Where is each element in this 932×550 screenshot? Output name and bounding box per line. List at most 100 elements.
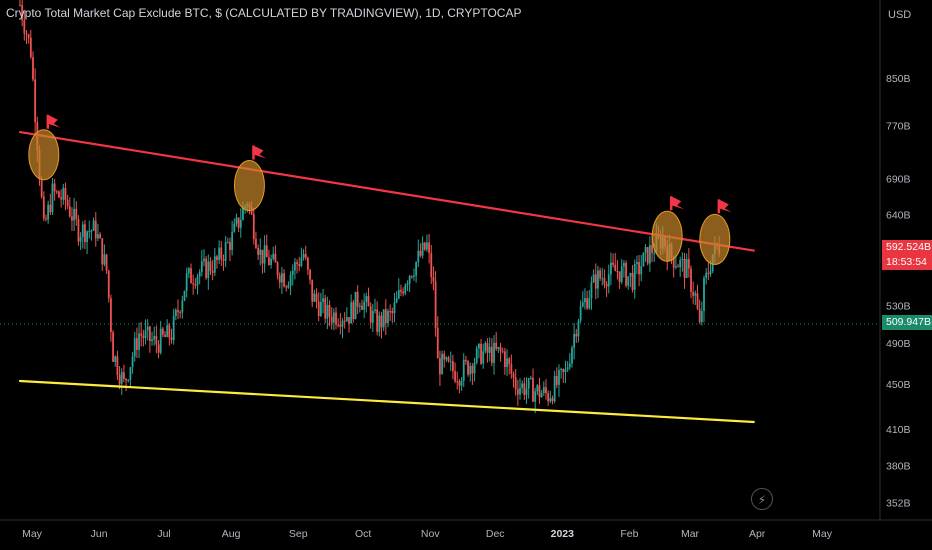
resistance-trendline[interactable] bbox=[18, 130, 755, 252]
candle-body bbox=[129, 367, 132, 380]
candle-body bbox=[469, 365, 472, 375]
reference-price-tag: 509.947B bbox=[882, 315, 932, 330]
touch-marker[interactable] bbox=[699, 199, 732, 265]
candle-body bbox=[270, 258, 272, 266]
lightning-bolt-icon[interactable]: ⚡ bbox=[751, 488, 773, 510]
candle-body bbox=[209, 261, 212, 272]
candle-body bbox=[571, 347, 573, 364]
touch-marker[interactable] bbox=[233, 145, 267, 212]
candle-body bbox=[428, 242, 431, 253]
candle-body bbox=[545, 387, 547, 394]
candle-body bbox=[185, 273, 188, 291]
candle-body bbox=[196, 276, 199, 286]
candle-body bbox=[181, 300, 184, 313]
candle-body bbox=[315, 293, 318, 302]
candle-body bbox=[309, 269, 311, 280]
candle-body bbox=[618, 271, 621, 283]
candle-body bbox=[166, 325, 169, 337]
candle-body bbox=[122, 372, 125, 379]
candle-body bbox=[339, 324, 342, 327]
candle-body bbox=[464, 359, 467, 362]
candle-body bbox=[265, 245, 268, 258]
candle-body bbox=[506, 358, 508, 368]
y-tick-label: 530B bbox=[886, 300, 911, 312]
candle-body bbox=[568, 363, 571, 368]
candle-body bbox=[187, 268, 190, 274]
candle-body bbox=[501, 351, 504, 353]
x-tick-label: Mar bbox=[681, 528, 700, 540]
candle-body bbox=[213, 256, 216, 273]
candle-body bbox=[291, 270, 294, 275]
support-trendline[interactable] bbox=[18, 379, 755, 424]
candle-body bbox=[384, 309, 387, 324]
candle-body bbox=[90, 230, 93, 232]
candle-body bbox=[441, 353, 443, 375]
candle-body bbox=[332, 312, 335, 323]
candle-body bbox=[183, 290, 186, 301]
candle-body bbox=[283, 273, 285, 287]
candle-body bbox=[345, 317, 348, 321]
y-tick-label: 850B bbox=[886, 73, 911, 85]
candle-body bbox=[549, 398, 552, 402]
candle-body bbox=[49, 204, 52, 213]
candle-body bbox=[274, 253, 277, 263]
candle-body bbox=[198, 271, 201, 277]
candle-body bbox=[218, 247, 221, 261]
candle-body bbox=[341, 320, 344, 327]
candle-body bbox=[410, 276, 413, 278]
candle-body bbox=[101, 238, 104, 265]
candle-body bbox=[304, 253, 307, 258]
candle-body bbox=[66, 200, 69, 207]
x-tick-label: Sep bbox=[289, 528, 308, 540]
x-tick-label: 2023 bbox=[551, 528, 575, 540]
x-tick-label: Jul bbox=[157, 528, 170, 540]
candle-body bbox=[42, 196, 45, 219]
candle-body bbox=[19, 4, 21, 6]
candle-body bbox=[705, 272, 708, 278]
candle-body bbox=[490, 346, 493, 363]
candle-body bbox=[317, 301, 320, 317]
flag-icon bbox=[253, 145, 267, 159]
candle-body bbox=[553, 376, 556, 402]
touch-marker[interactable] bbox=[28, 114, 61, 181]
candle-body bbox=[71, 216, 73, 221]
candle-body bbox=[558, 370, 560, 385]
candle-body bbox=[77, 219, 80, 242]
candle-body bbox=[239, 219, 242, 228]
candle-body bbox=[674, 266, 677, 268]
candle-body bbox=[566, 367, 569, 370]
candle-body bbox=[508, 358, 511, 365]
candle-body bbox=[151, 339, 153, 341]
candle-body bbox=[358, 305, 361, 307]
candle-body bbox=[426, 242, 428, 250]
candle-body bbox=[679, 259, 682, 268]
candle-body bbox=[276, 262, 279, 276]
candle-body bbox=[369, 306, 372, 323]
candle-body bbox=[205, 258, 208, 279]
y-tick-label: 352B bbox=[886, 497, 911, 509]
candle-body bbox=[456, 381, 459, 383]
candle-body bbox=[326, 304, 329, 319]
candle-body bbox=[400, 289, 402, 292]
candle-body bbox=[138, 333, 140, 350]
candle-body bbox=[237, 217, 240, 228]
candle-body bbox=[389, 311, 392, 313]
candle-body bbox=[690, 268, 692, 293]
candle-body bbox=[631, 273, 634, 290]
candle-body bbox=[551, 398, 554, 402]
touch-marker[interactable] bbox=[651, 196, 685, 262]
candle-body bbox=[462, 359, 465, 381]
candle-body bbox=[363, 301, 366, 310]
candle-body bbox=[68, 206, 71, 217]
candle-body bbox=[374, 309, 376, 311]
candle-body bbox=[397, 289, 400, 299]
candle-body bbox=[179, 312, 182, 314]
candle-body bbox=[376, 309, 379, 332]
candle-body bbox=[519, 387, 521, 395]
candle-body bbox=[382, 309, 385, 328]
candle-body bbox=[231, 231, 234, 250]
last-price-tag: 592.524B bbox=[882, 240, 932, 255]
y-tick-label: 640B bbox=[886, 210, 911, 222]
